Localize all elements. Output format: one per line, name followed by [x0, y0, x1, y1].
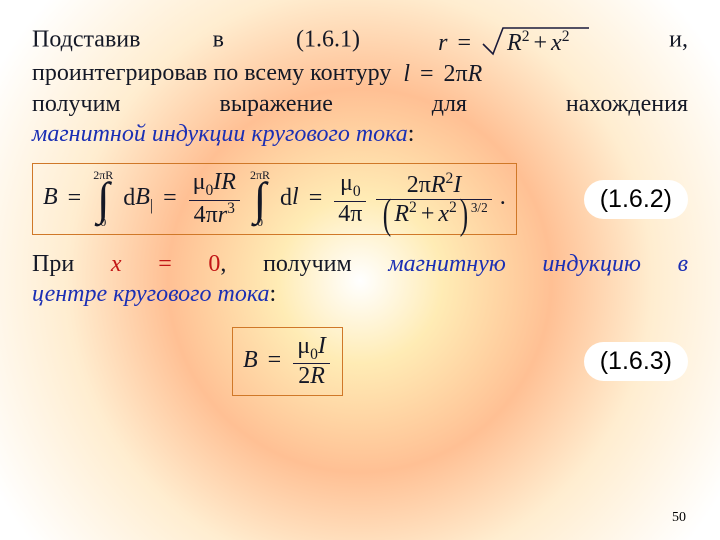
equation-163-row: B = μ0I 2R (1.6.3) — [32, 327, 688, 396]
intro-text-2: и, — [669, 27, 688, 53]
integral-icon-2: ∫ — [254, 181, 267, 218]
eq162-int1: 2πR ∫ 0 — [93, 171, 113, 227]
mid-post: получим — [263, 251, 352, 277]
mid-paragraph-line1: При x = 0, получим магнитную индукцию в — [32, 249, 688, 279]
mid-comma: , — [220, 251, 226, 277]
eq162-eq2: = — [163, 185, 177, 211]
equation-162-box: B = 2πR ∫ 0 dB| = μ0IR 4πr3 2πR ∫ 0 — [32, 163, 517, 234]
intro-colon: : — [408, 121, 415, 147]
eq-l-R: R — [468, 61, 483, 87]
eq162-4pi2: 4π — [334, 202, 366, 227]
eq162-eq3: = — [309, 185, 323, 211]
intro-line-2: проинтегрировав по всему контуру l = 2πR — [32, 58, 688, 89]
intro-text-7: нахождения — [566, 91, 688, 117]
intro-text-1: Подставив в (1.6.1) — [32, 27, 360, 53]
eq-sign-2: = — [420, 61, 434, 87]
intro-text-4: получим — [32, 91, 121, 117]
eq-r-lhs: r — [438, 30, 447, 56]
eq162-mu2: μ — [340, 170, 353, 196]
mid-emph-part1: магнитную индукцию в — [388, 251, 688, 277]
mid-paragraph-line2: центре кругового тока: — [32, 279, 688, 309]
eq162-2pi: 2π — [407, 172, 431, 198]
eq162-outerexp: 3/2 — [471, 200, 488, 215]
eq162-r3: 3 — [227, 200, 235, 217]
eq162-frac1-bot: 4πr3 — [189, 201, 240, 228]
eq-l-lhs: l — [403, 61, 410, 87]
eq162-B: B — [43, 185, 58, 211]
eq162-Rb: R — [394, 201, 409, 227]
mid-x: x — [111, 251, 122, 277]
equation-163-box: B = μ0I 2R — [232, 327, 343, 396]
mid-colon: : — [270, 281, 277, 307]
equation-163-label: (1.6.3) — [584, 342, 688, 381]
mid-eq: = — [158, 251, 172, 277]
eq-l-2: 2 — [444, 61, 456, 87]
mid-emph-part2: центре кругового тока — [32, 281, 270, 307]
eq163-bot: 2R — [293, 364, 330, 389]
eq162-frac3-top: 2πR2I — [376, 171, 491, 199]
eq163-top: μ0I — [293, 334, 330, 364]
eq162-int2: 2πR ∫ 0 — [250, 171, 270, 227]
eq163-content: B = μ0I 2R — [243, 334, 332, 389]
intro-paragraph: Подставив в (1.6.1) r = R2+x2 и, проинте… — [32, 24, 688, 149]
eq162-eq1: = — [68, 185, 82, 211]
eq162-Rbexp: 2 — [409, 199, 417, 216]
slide-number: 50 — [672, 509, 686, 527]
eq162-plus: + — [421, 201, 435, 227]
inline-eq-r: r = R2+x2 — [438, 24, 591, 58]
intro-text-5: выражение — [219, 91, 332, 117]
sqrt-arg: R2+x2 — [507, 27, 591, 58]
intro-line-1: Подставив в (1.6.1) r = R2+x2 и, — [32, 24, 688, 58]
eq162-content: B = 2πR ∫ 0 dB| = μ0IR 4πr3 2πR ∫ 0 — [43, 170, 506, 227]
intro-text-6: для — [432, 91, 467, 117]
eq162-mu2-0: 0 — [353, 183, 361, 200]
eq-sign: = — [457, 30, 471, 56]
eq162-frac3: 2πR2I (R2+x2)3/2 — [376, 171, 491, 226]
eq162-frac2-top: μ0 — [334, 171, 366, 201]
sqrt-x: x — [551, 30, 562, 56]
integral-icon: ∫ — [97, 181, 110, 218]
eq163-B: B — [243, 347, 258, 373]
eq162-dB-B: B — [135, 185, 150, 211]
eq163-mu0: 0 — [310, 346, 318, 363]
equation-162-label: (1.6.2) — [584, 180, 688, 219]
eq-l-pi: π — [456, 61, 468, 87]
eq162-int2-lb: 0 — [257, 218, 263, 228]
intro-line-4: магнитной индукции кругового тока: — [32, 119, 688, 149]
eq163-eq: = — [268, 347, 282, 373]
eq162-frac2: μ0 4π — [334, 171, 366, 226]
eq162-int1-lb: 0 — [100, 218, 106, 228]
sqrt-R: R — [507, 30, 522, 56]
eq163-mu: μ — [297, 333, 310, 359]
equation-162-row: B = 2πR ∫ 0 dB| = μ0IR 4πr3 2πR ∫ 0 — [32, 163, 688, 234]
eq162-dB-sub: | — [150, 197, 153, 214]
eq162-dot: . — [500, 185, 506, 211]
eq162-r: r — [218, 202, 227, 228]
intro-text-3: проинтегрировав по всему контуру — [32, 60, 391, 86]
eq163-I: I — [318, 333, 326, 359]
eq162-frac1: μ0IR 4πr3 — [189, 170, 240, 227]
inline-eq-l: l = 2πR — [403, 59, 482, 89]
eq162-dl-l: l — [292, 185, 299, 211]
slide-page: Подставив в (1.6.1) r = R2+x2 и, проинте… — [0, 0, 720, 540]
eq162-frac1-top: μ0IR — [189, 170, 240, 200]
eq162-dl-d: d — [280, 185, 292, 211]
eq162-xbexp: 2 — [449, 199, 457, 216]
mid-zero: 0 — [208, 251, 220, 277]
intro-line-3: получим выражение для нахождения — [32, 89, 688, 119]
intro-emphasis: магнитной индукции кругового тока — [32, 121, 408, 147]
eq162-IR: IR — [213, 169, 236, 195]
eq162-R2: R — [431, 172, 446, 198]
mid-pre: При — [32, 251, 74, 277]
eq163-frac: μ0I 2R — [293, 334, 330, 389]
eq162-frac3-bot: (R2+x2)3/2 — [376, 200, 491, 227]
eq162-dB-d: d — [123, 185, 135, 211]
mid-cond: x = 0 — [111, 251, 221, 277]
eq162-mu1: μ — [193, 169, 206, 195]
eq162-4pi1: 4π — [194, 202, 218, 228]
eq162-xb: x — [438, 201, 449, 227]
